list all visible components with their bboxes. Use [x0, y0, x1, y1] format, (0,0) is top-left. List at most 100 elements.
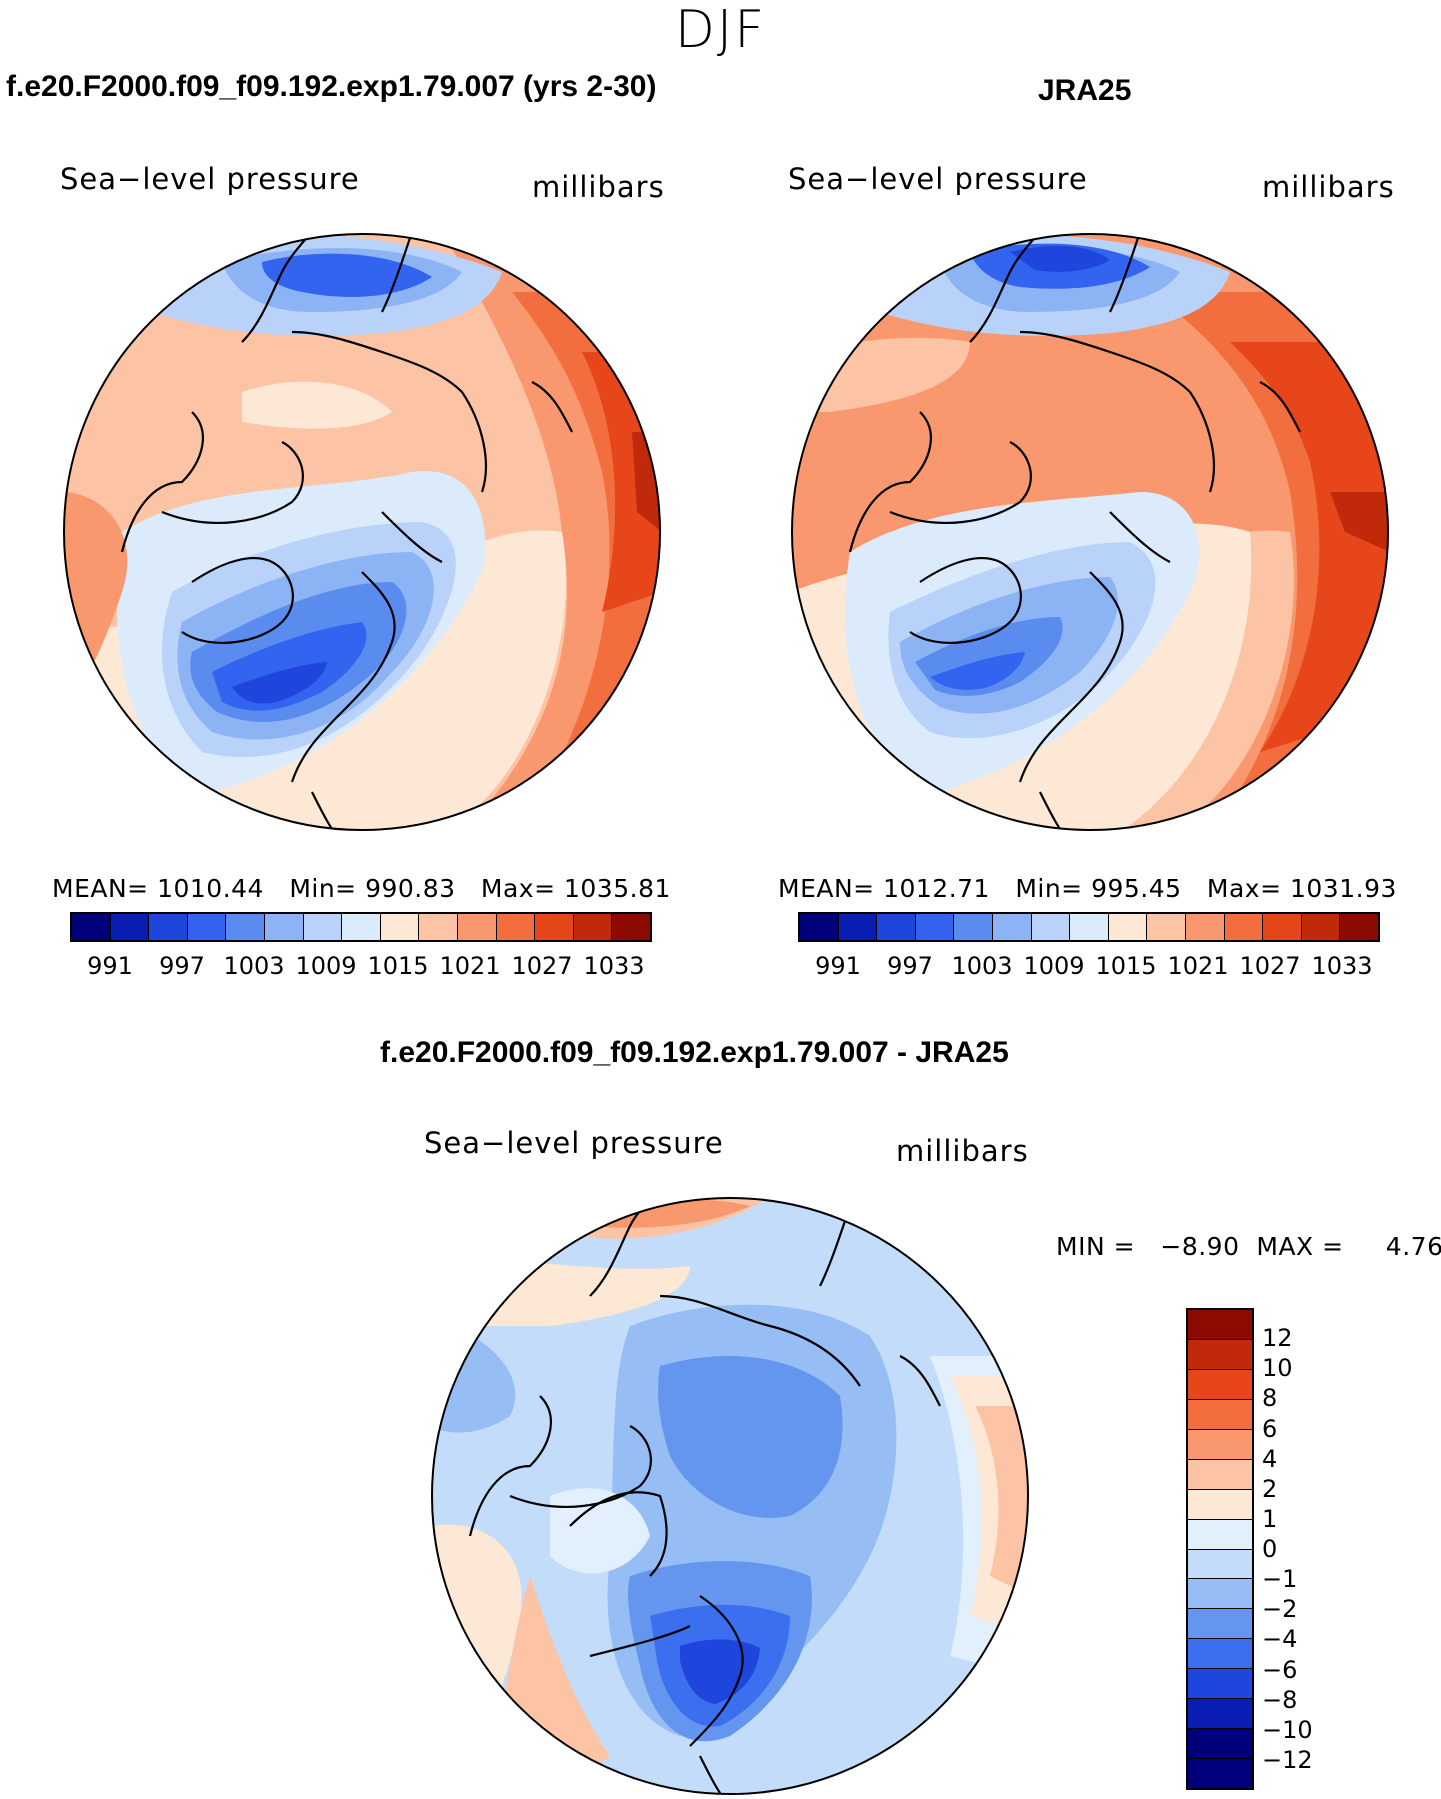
colorbar-tick-label: −10	[1262, 1715, 1313, 1744]
colorbar-swatch	[1188, 1399, 1252, 1430]
colorbar-tick-label: 997	[159, 952, 205, 980]
colorbar-obs	[798, 912, 1380, 942]
colorbar-swatch	[1188, 1579, 1252, 1610]
colorbar-tick-label: 10	[1262, 1354, 1293, 1383]
colorbar-tick-label: 1015	[1095, 952, 1157, 980]
colorbar-tick-label: 991	[87, 952, 133, 980]
colorbar-swatch	[1301, 914, 1341, 940]
colorbar-swatch	[1188, 1339, 1252, 1370]
colorbar-swatch	[342, 914, 381, 940]
colorbar-tick-label: 8	[1262, 1384, 1278, 1413]
colorbar-swatch	[149, 914, 188, 940]
variable-label-obs: Sea−level pressure	[788, 162, 1088, 196]
colorbar-labels-model: 991 997 1003 1009 1015 1021 1027 1033	[74, 952, 650, 980]
panel-title-model: f.e20.F2000.f09_f09.192.exp1.79.007 (yrs…	[6, 70, 657, 103]
colorbar-swatch	[187, 914, 227, 940]
colorbar-swatch	[1188, 1729, 1252, 1760]
mean-label-obs: MEAN=	[778, 874, 875, 903]
colorbar-tick-label: 1033	[1311, 952, 1373, 980]
colorbar-swatch	[457, 914, 497, 940]
polar-map-model	[63, 233, 661, 831]
colorbar-swatch	[1263, 914, 1302, 940]
max-label-obs: Max=	[1206, 874, 1282, 903]
polar-map-obs	[791, 233, 1389, 831]
figure-title: DJF	[674, 0, 767, 60]
colorbar-swatch	[1188, 1519, 1252, 1550]
mean-value-obs: 1012.71	[883, 874, 990, 903]
units-label-diff: millibars	[896, 1134, 1029, 1168]
colorbar-swatch	[1188, 1759, 1252, 1788]
colorbar-tick-label: 1027	[511, 952, 573, 980]
panel-title-obs: JRA25	[1038, 74, 1132, 107]
colorbar-swatch	[915, 914, 955, 940]
colorbar-swatch	[1188, 1310, 1252, 1340]
variable-label-model: Sea−level pressure	[60, 162, 360, 196]
colorbar-tick-label: 6	[1262, 1414, 1278, 1443]
colorbar-swatch	[1188, 1639, 1252, 1670]
colorbar-swatch	[72, 914, 111, 940]
colorbar-tick-label: −12	[1262, 1745, 1313, 1774]
colorbar-swatch	[1185, 914, 1225, 940]
colorbar-tick-label: −1	[1262, 1565, 1298, 1594]
colorbar-swatch	[110, 914, 150, 940]
min-label-model: Min=	[289, 874, 357, 903]
colorbar-swatch	[992, 914, 1032, 940]
colorbar-tick-label: 4	[1262, 1444, 1278, 1473]
min-label-obs: Min=	[1015, 874, 1083, 903]
colorbar-swatch	[1188, 1699, 1252, 1730]
colorbar-tick-label: −6	[1262, 1655, 1298, 1684]
colorbar-swatch	[800, 914, 839, 940]
colorbar-swatch	[535, 914, 574, 940]
colorbar-tick-label: 0	[1262, 1535, 1278, 1563]
colorbar-swatch	[1031, 914, 1071, 940]
colorbar-tick-label: −4	[1262, 1625, 1298, 1654]
colorbar-tick-label: 1003	[223, 952, 285, 980]
colorbar-labels-obs: 991 997 1003 1009 1015 1021 1027 1033	[802, 952, 1378, 980]
polar-map-diff	[431, 1197, 1029, 1795]
colorbar-swatch	[1188, 1549, 1252, 1580]
colorbar-swatch	[838, 914, 878, 940]
colorbar-tick-label: −2	[1262, 1595, 1298, 1624]
colorbar-swatch	[419, 914, 458, 940]
colorbar-diff	[1186, 1308, 1254, 1790]
colorbar-tick-label: 1021	[439, 952, 501, 980]
colorbar-swatch	[1188, 1429, 1252, 1460]
variable-label-diff: Sea−level pressure	[424, 1126, 724, 1160]
colorbar-tick-label: 1009	[1023, 952, 1085, 980]
colorbar-swatch	[1188, 1369, 1252, 1400]
max-value-obs: 1031.93	[1290, 874, 1397, 903]
colorbar-swatch	[303, 914, 343, 940]
colorbar-swatch	[380, 914, 420, 940]
colorbar-swatch	[573, 914, 613, 940]
units-label-model: millibars	[532, 170, 665, 204]
colorbar-tick-label: 1033	[583, 952, 645, 980]
colorbar-swatch	[1188, 1609, 1252, 1640]
colorbar-model	[70, 912, 652, 942]
panel-title-diff: f.e20.F2000.f09_f09.192.exp1.79.007 - JR…	[380, 1036, 1009, 1069]
colorbar-swatch	[1108, 914, 1148, 940]
colorbar-tick-label: 2	[1262, 1474, 1278, 1503]
colorbar-tick-label: 12	[1262, 1324, 1293, 1353]
colorbar-tick-label: −8	[1262, 1685, 1298, 1714]
colorbar-swatch	[1070, 914, 1109, 940]
colorbar-tick-label: 991	[815, 952, 861, 980]
colorbar-tick-label: 997	[887, 952, 933, 980]
colorbar-swatch	[954, 914, 993, 940]
colorbar-labels-diff: 12 10 8 6 4 2 1 0 −1 −2 −4 −6 −8 −10 −12	[1262, 1308, 1422, 1790]
min-value-model: 990.83	[365, 874, 456, 903]
colorbar-tick-label: 1027	[1239, 952, 1301, 980]
colorbar-swatch	[226, 914, 265, 940]
min-value-obs: 995.45	[1091, 874, 1182, 903]
colorbar-swatch	[1188, 1489, 1252, 1520]
units-label-obs: millibars	[1262, 170, 1395, 204]
colorbar-swatch	[264, 914, 304, 940]
colorbar-tick-label: 1009	[295, 952, 357, 980]
max-value-model: 1035.81	[564, 874, 671, 903]
mean-value-model: 1010.44	[157, 874, 264, 903]
colorbar-tick-label: 1015	[367, 952, 429, 980]
colorbar-swatch	[1188, 1669, 1252, 1700]
colorbar-swatch	[1340, 914, 1378, 940]
mean-label-model: MEAN=	[52, 874, 149, 903]
max-label-model: Max=	[480, 874, 556, 903]
colorbar-swatch	[612, 914, 650, 940]
